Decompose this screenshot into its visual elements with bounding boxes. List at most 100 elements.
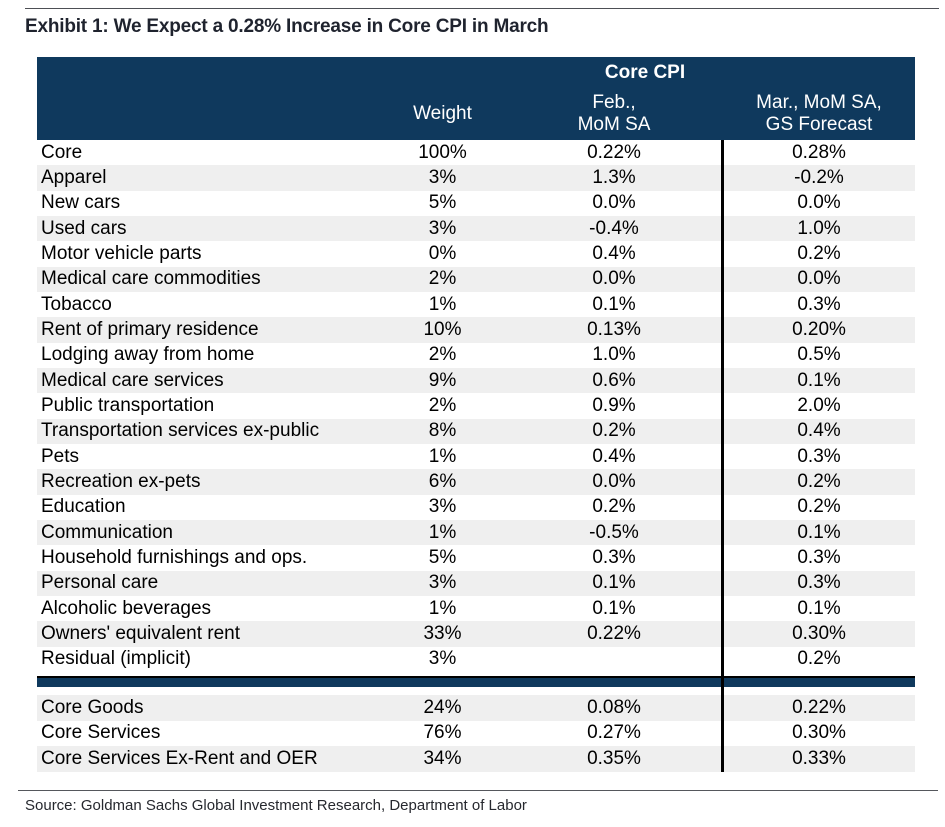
row-category: Rent of primary residence [41, 318, 259, 340]
row-category: Transportation services ex-public [41, 420, 320, 442]
top-divider-rule [25, 8, 939, 9]
row-category: Owners' equivalent rent [41, 622, 241, 644]
row-weight: 3% [428, 166, 457, 188]
table-row: Education 3% 0.2% 0.2% [37, 495, 915, 520]
table-row: Used cars 3% -0.4% 1.0% [37, 215, 915, 242]
table-row: Motor vehicle parts 0% 0.4% 0.2% [37, 241, 915, 266]
row-mar-value: 0.4% [797, 420, 841, 442]
row-category: Core Services Ex-Rent and OER [41, 748, 318, 770]
row-feb-value: 0.0% [592, 470, 636, 492]
row-mar-value: 0.1% [797, 369, 841, 391]
row-mar-value: 0.30% [792, 722, 846, 744]
row-weight: 2% [428, 344, 457, 366]
col-header-feb-line2: MoM SA [577, 113, 651, 135]
row-weight: 5% [428, 546, 457, 568]
row-weight: 33% [423, 622, 462, 644]
row-weight: 1% [428, 293, 457, 315]
row-mar-value: 0.2% [797, 496, 841, 518]
row-feb-value: 0.0% [592, 268, 636, 290]
row-mar-value: 0.3% [797, 445, 841, 467]
source-note: Source: Goldman Sachs Global Investment … [25, 797, 527, 814]
row-category: Core Goods [41, 696, 144, 718]
table-row: Medical care commodities 2% 0.0% 0.0% [37, 266, 915, 292]
row-category: Pets [41, 445, 80, 467]
row-weight: 24% [423, 696, 462, 718]
row-feb-value: 0.27% [587, 722, 641, 744]
row-category: Used cars [41, 217, 127, 239]
exhibit-title: Exhibit 1: We Expect a 0.28% Increase in… [25, 16, 549, 37]
row-mar-value: 0.20% [792, 318, 846, 340]
row-feb-value: 0.4% [592, 445, 636, 467]
row-mar-value: 0.1% [797, 597, 841, 619]
row-weight: 100% [418, 141, 467, 163]
row-category: Personal care [41, 572, 159, 594]
col-header-category [37, 89, 380, 138]
col-header-feb-line1: Feb., [592, 91, 636, 113]
row-feb-value: 0.6% [592, 369, 636, 391]
row-feb-value: 0.08% [587, 696, 641, 718]
row-category: Apparel [41, 166, 107, 188]
row-feb-value: 1.0% [592, 344, 636, 366]
row-mar-value: 0.30% [792, 622, 846, 644]
row-weight: 0% [428, 242, 457, 264]
row-mar-value: -0.2% [794, 166, 844, 188]
row-weight: 3% [428, 496, 457, 518]
row-feb-value: -0.5% [589, 521, 639, 543]
row-weight: 3% [428, 648, 457, 670]
row-weight: 10% [423, 318, 462, 340]
row-weight: 3% [428, 572, 457, 594]
row-mar-value: 1.0% [797, 217, 841, 239]
row-category: Core [41, 141, 83, 163]
row-feb-value: 0.22% [587, 622, 641, 644]
table-row: Personal care 3% 0.1% 0.3% [37, 570, 915, 596]
row-weight: 8% [428, 420, 457, 442]
row-feb-value: 0.35% [587, 748, 641, 770]
row-mar-value: 0.3% [797, 293, 841, 315]
row-mar-value: 2.0% [797, 394, 841, 416]
row-feb-value: 0.1% [592, 597, 636, 619]
row-mar-value: 0.2% [797, 242, 841, 264]
row-category: Medical care commodities [41, 268, 261, 290]
cpi-table: Core CPI Weight Feb., MoM SA Mar., MoM S… [37, 57, 915, 772]
col-header-mar: Mar., MoM SA, GS Forecast [723, 89, 915, 138]
col-header-weight: Weight [380, 89, 505, 138]
row-weight: 2% [428, 394, 457, 416]
row-weight: 2% [428, 268, 457, 290]
table-row: Tobacco 1% 0.1% 0.3% [37, 292, 915, 317]
row-category: Residual (implicit) [41, 648, 191, 670]
col-header-mar-line1: Mar., MoM SA, [756, 91, 882, 113]
row-category: Public transportation [41, 394, 215, 416]
row-category: Tobacco [41, 293, 112, 315]
row-category: Communication [41, 521, 173, 543]
row-category: Lodging away from home [41, 344, 255, 366]
row-weight: 1% [428, 597, 457, 619]
row-mar-value: 0.3% [797, 572, 841, 594]
row-mar-value: 0.22% [792, 696, 846, 718]
row-feb-value: 0.9% [592, 394, 636, 416]
table-row: Recreation ex-pets 6% 0.0% 0.2% [37, 469, 915, 495]
row-mar-value: 0.2% [797, 470, 841, 492]
table-row: Apparel 3% 1.3% -0.2% [37, 165, 915, 191]
table-row: Communication 1% -0.5% 0.1% [37, 519, 915, 546]
row-weight: 1% [428, 521, 457, 543]
summary-separator [37, 672, 915, 695]
row-feb-value: -0.4% [589, 217, 639, 239]
table-row: Transportation services ex-public 8% 0.2% 0… [37, 418, 915, 444]
col-header-feb: Feb., MoM SA [505, 89, 723, 138]
table-row: Alcoholic beverages 1% 0.1% 0.1% [37, 596, 915, 621]
row-category: Alcoholic beverages [41, 597, 212, 619]
row-mar-value: 0.0% [797, 268, 841, 290]
table-row: Rent of primary residence 10% 0.13% 0.20% [37, 317, 915, 343]
row-feb-value: 0.2% [592, 496, 636, 518]
row-feb-value: 0.13% [587, 318, 641, 340]
summary-row: Core Services 76% 0.27% 0.30% [37, 721, 915, 747]
table-row: Medical care services 9% 0.6% 0.1% [37, 367, 915, 394]
table-body: Core 100% 0.22% 0.28% Apparel 3% 1.3% -0.2% New … [37, 140, 915, 672]
row-category: Household furnishings and ops. [41, 546, 308, 568]
row-feb-value: 0.4% [592, 242, 636, 264]
row-feb-value: 0.22% [587, 141, 641, 163]
row-mar-value: 0.28% [792, 141, 846, 163]
table-row: Owners' equivalent rent 33% 0.22% 0.30% [37, 621, 915, 647]
row-category: Motor vehicle parts [41, 242, 202, 264]
group-header-core-cpi: Core CPI [604, 62, 686, 83]
